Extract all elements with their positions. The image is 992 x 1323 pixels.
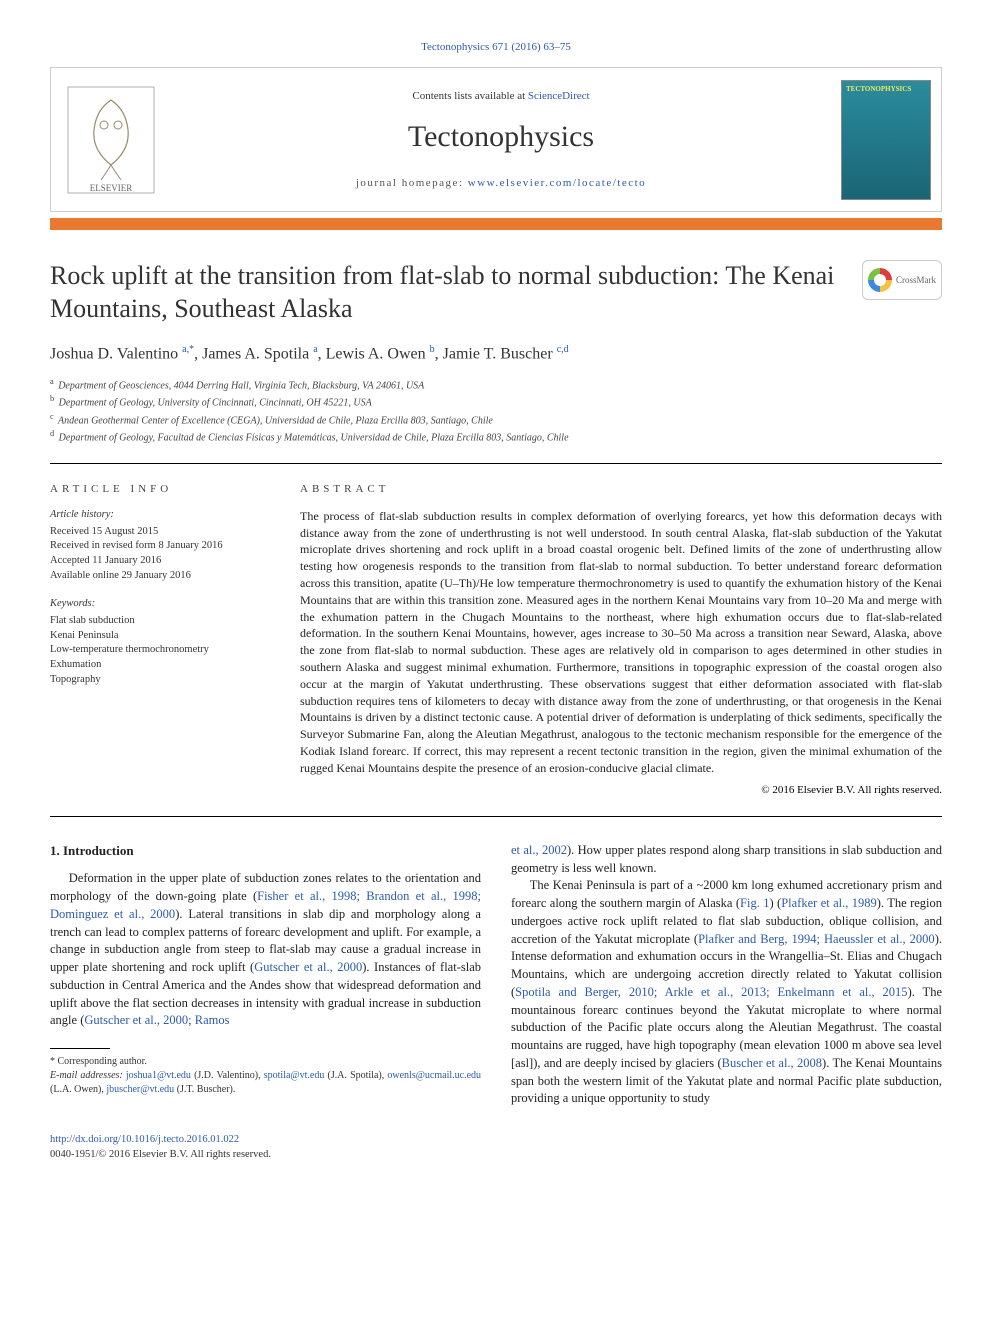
intro-text: ) ( [769, 896, 781, 910]
contents-list-line: Contents lists available at ScienceDirec… [412, 89, 589, 104]
crossmark-badge[interactable]: CrossMark [862, 260, 942, 300]
keywords-block: Keywords: Flat slab subductionKenai Peni… [50, 597, 270, 687]
journal-cover-title: TECTONOPHYSICS [846, 85, 926, 95]
footnote-separator [50, 1048, 110, 1049]
orange-divider-bar [50, 218, 942, 230]
body-column-right: et al., 2002). How upper plates respond … [511, 842, 942, 1108]
crossmark-label: CrossMark [896, 274, 936, 287]
elsevier-logo: ELSEVIER [51, 68, 171, 211]
affiliation-line: d Department of Geology, Facultad de Cie… [50, 428, 942, 445]
keyword-line: Exhumation [50, 658, 270, 673]
intro-para-1-cont: et al., 2002). How upper plates respond … [511, 842, 942, 878]
body-column-left: 1. Introduction Deformation in the upper… [50, 842, 481, 1108]
divider-top [50, 463, 942, 464]
keywords-label: Keywords: [50, 597, 270, 612]
article-history-block: Article history: Received 15 August 2015… [50, 508, 270, 583]
email-link[interactable]: spotila@vt.edu [264, 1070, 325, 1081]
citation-link[interactable]: Buscher et al., 2008 [722, 1056, 822, 1070]
intro-text: ). How upper plates respond along sharp … [511, 843, 942, 875]
divider-bottom [50, 816, 942, 817]
contents-prefix: Contents lists available at [412, 90, 527, 102]
journal-homepage-link[interactable]: www.elsevier.com/locate/tecto [468, 177, 646, 189]
history-line: Accepted 11 January 2016 [50, 554, 270, 569]
homepage-prefix: journal homepage: [356, 177, 468, 189]
journal-header-center: Contents lists available at ScienceDirec… [171, 68, 831, 211]
email-link[interactable]: joshua1@vt.edu [126, 1070, 191, 1081]
citation-link[interactable]: Gutscher et al., 2000; Ramos [84, 1013, 229, 1027]
journal-cover: TECTONOPHYSICS [831, 68, 941, 211]
article-history-label: Article history: [50, 508, 270, 523]
history-line: Received in revised form 8 January 2016 [50, 539, 270, 554]
svg-text:ELSEVIER: ELSEVIER [90, 183, 133, 193]
keyword-line: Topography [50, 673, 270, 688]
issn-copyright-line: 0040-1951/© 2016 Elsevier B.V. All right… [50, 1149, 271, 1160]
abstract-column: ABSTRACT The process of flat-slab subduc… [300, 482, 942, 798]
keyword-line: Flat slab subduction [50, 614, 270, 629]
journal-cover-image: TECTONOPHYSICS [841, 80, 931, 200]
corresponding-author-note: * Corresponding author. [50, 1055, 481, 1069]
keyword-line: Low-temperature thermochronometry [50, 643, 270, 658]
affiliations-block: a Department of Geosciences, 4044 Derrin… [50, 376, 942, 445]
intro-para-1: Deformation in the upper plate of subduc… [50, 870, 481, 1030]
email-link[interactable]: owenls@ucmail.uc.edu [387, 1070, 481, 1081]
abstract-copyright: © 2016 Elsevier B.V. All rights reserved… [300, 783, 942, 798]
journal-homepage-line: journal homepage: www.elsevier.com/locat… [356, 176, 646, 191]
email-link[interactable]: jbuscher@vt.edu [106, 1084, 174, 1095]
citation-link[interactable]: Spotila and Berger, 2010; Arkle et al., … [515, 985, 907, 999]
footnotes-block: * Corresponding author. E-mail addresses… [50, 1055, 481, 1097]
abstract-heading: ABSTRACT [300, 482, 942, 497]
citation-link[interactable]: Gutscher et al., 2000 [254, 960, 362, 974]
abstract-text: The process of flat-slab subduction resu… [300, 508, 942, 777]
intro-para-2: The Kenai Peninsula is part of a ~2000 k… [511, 877, 942, 1108]
article-info-heading: ARTICLE INFO [50, 482, 270, 497]
article-info-column: ARTICLE INFO Article history: Received 1… [50, 482, 270, 798]
doi-link[interactable]: http://dx.doi.org/10.1016/j.tecto.2016.0… [50, 1134, 239, 1145]
affiliation-line: a Department of Geosciences, 4044 Derrin… [50, 376, 942, 393]
keyword-line: Kenai Peninsula [50, 629, 270, 644]
sciencedirect-link[interactable]: ScienceDirect [528, 90, 590, 102]
article-title: Rock uplift at the transition from flat-… [50, 260, 842, 325]
figure-link[interactable]: Fig. 1 [740, 896, 769, 910]
page-footer: http://dx.doi.org/10.1016/j.tecto.2016.0… [50, 1133, 942, 1162]
crossmark-icon [868, 268, 892, 292]
citation-link[interactable]: Plafker and Berg, 1994; Haeussler et al.… [698, 932, 935, 946]
citation-link[interactable]: Plafker et al., 1989 [781, 896, 877, 910]
emails-line: E-mail addresses: joshua1@vt.edu (J.D. V… [50, 1069, 481, 1097]
authors-line: Joshua D. Valentino a,*, James A. Spotil… [50, 343, 942, 366]
intro-heading: 1. Introduction [50, 842, 481, 860]
citation-link[interactable]: et al., 2002 [511, 843, 567, 857]
affiliation-line: b Department of Geology, University of C… [50, 393, 942, 410]
affiliation-line: c Andean Geothermal Center of Excellence… [50, 411, 942, 428]
journal-name: Tectonophysics [408, 116, 594, 158]
journal-header-box: ELSEVIER Contents lists available at Sci… [50, 67, 942, 212]
history-line: Received 15 August 2015 [50, 525, 270, 540]
history-line: Available online 29 January 2016 [50, 569, 270, 584]
journal-reference: Tectonophysics 671 (2016) 63–75 [50, 40, 942, 55]
